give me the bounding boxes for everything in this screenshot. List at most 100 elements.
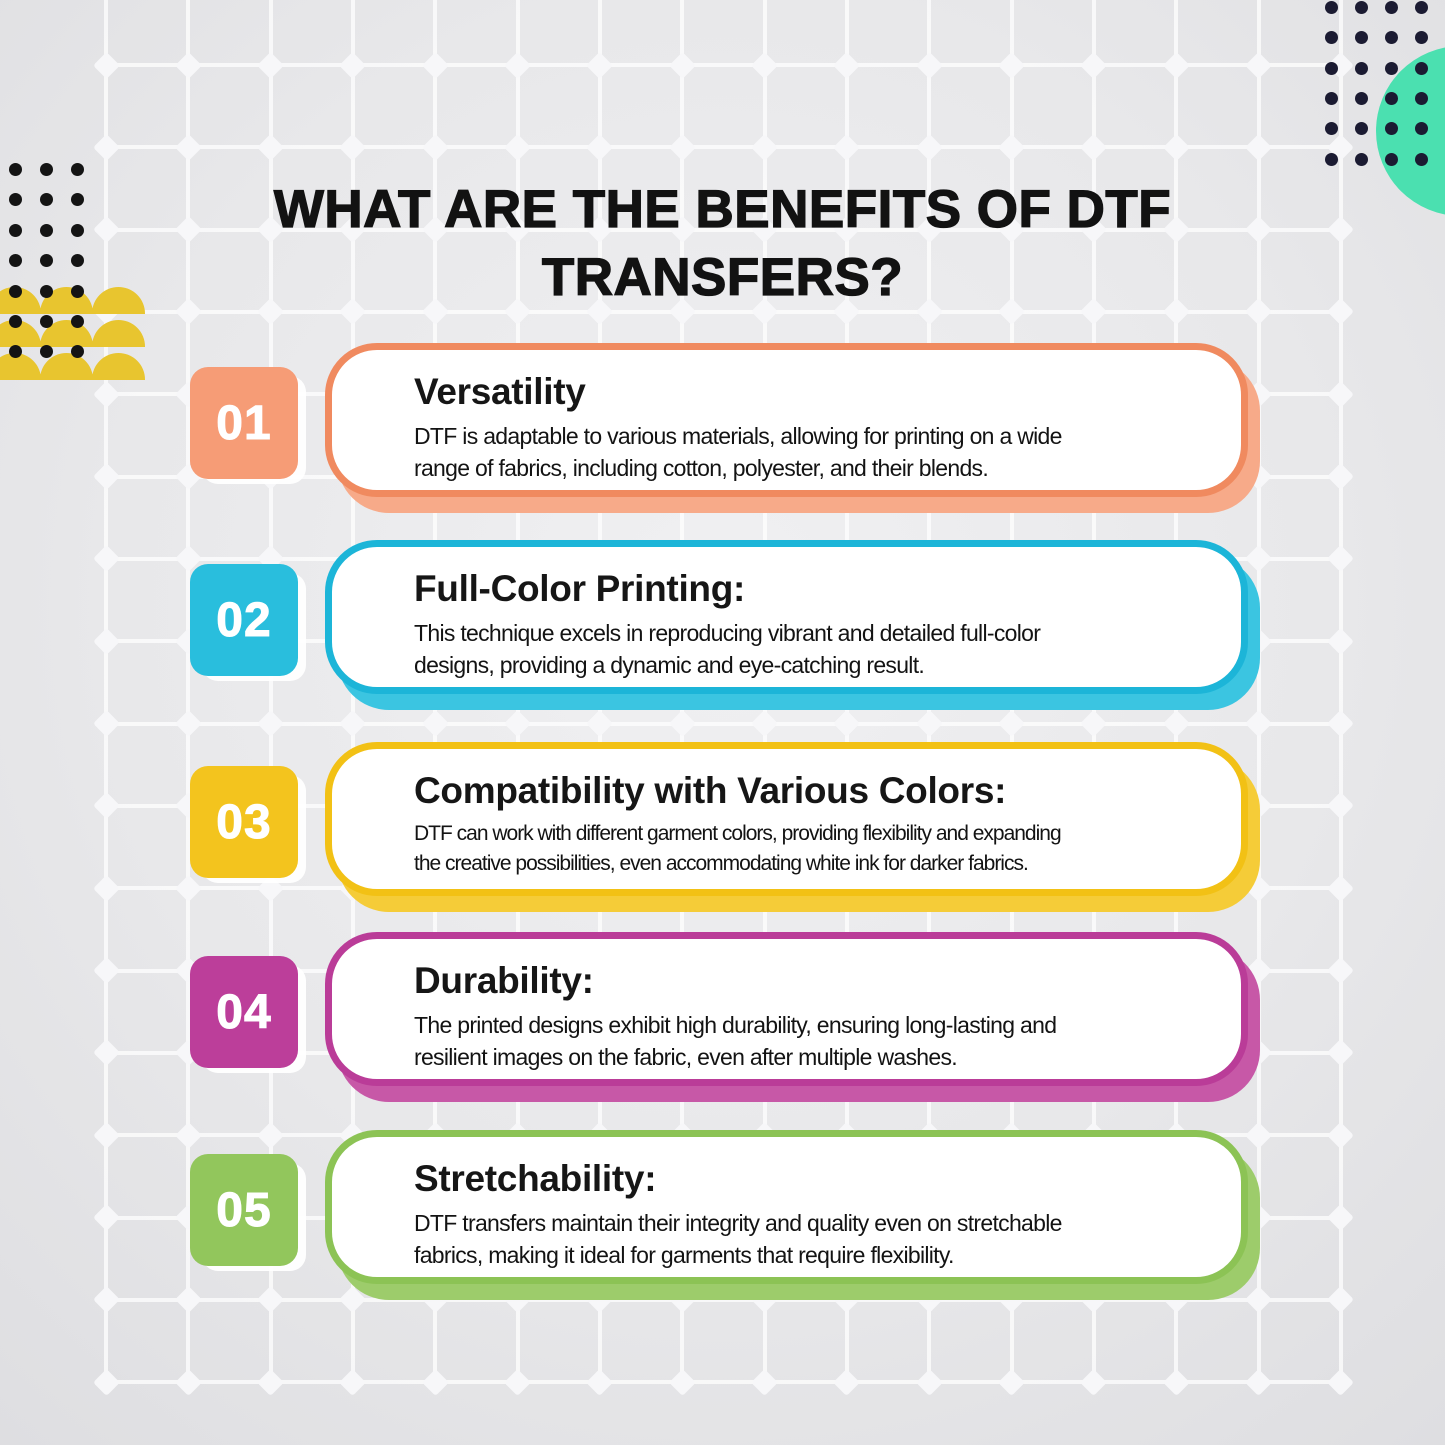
- decorative-dot: [9, 345, 22, 359]
- decorative-dot: [1325, 91, 1338, 105]
- grid-line: [104, 227, 1342, 232]
- grid-diamond: [998, 1286, 1026, 1314]
- decorative-dot: [71, 254, 84, 268]
- grid-diamond: [504, 710, 532, 738]
- grid-line: [1338, 0, 1343, 1384]
- grid-diamond: [257, 133, 285, 161]
- grid-diamond: [1327, 710, 1355, 738]
- decorative-dot: [1385, 1, 1398, 14]
- grid-diamond: [92, 545, 120, 573]
- number-badge-01: 01: [190, 367, 298, 479]
- card-body: DTF is adaptable to various materials, a…: [414, 422, 1062, 482]
- grid-diamond: [1245, 133, 1273, 161]
- grid-line: [104, 1380, 1342, 1385]
- grid-diamond: [1245, 710, 1273, 738]
- grid-diamond: [668, 1286, 696, 1314]
- grid-diamond: [668, 51, 696, 79]
- grid-diamond: [1162, 1368, 1190, 1396]
- grid-diamond: [421, 1368, 449, 1396]
- grid-line: [104, 0, 108, 1384]
- benefit-card-full-color-printing: Full-Color Printing: This technique exce…: [325, 540, 1248, 694]
- grid-diamond: [1327, 380, 1355, 408]
- decorative-dot: [1355, 31, 1368, 45]
- grid-diamond: [915, 51, 943, 79]
- benefit-row-3: 03 Compatibility with Various Colors: DT…: [190, 742, 1262, 896]
- grid-diamond: [504, 51, 532, 79]
- grid-diamond: [586, 1368, 614, 1396]
- grid-diamond: [586, 1286, 614, 1314]
- grid-diamond: [668, 1368, 696, 1396]
- decorative-dot: [71, 163, 84, 176]
- grid-diamond: [92, 792, 120, 820]
- benefit-card-versatility: Versatility DTF is adaptable to various …: [325, 343, 1248, 497]
- grid-diamond: [998, 51, 1026, 79]
- page-title-line-1: WHAT ARE THE BENEFITS OF DTF: [273, 179, 1172, 239]
- grid-diamond: [1327, 1039, 1355, 1067]
- grid-diamond: [1327, 792, 1355, 820]
- decorative-dot: [1355, 152, 1368, 166]
- decorative-dot: [1355, 91, 1368, 105]
- decorative-dot: [9, 284, 22, 298]
- grid-diamond: [1327, 1204, 1355, 1232]
- grid-diamond: [915, 1368, 943, 1396]
- benefit-card-stretchability: Stretchability: DTF transfers maintain t…: [325, 1130, 1248, 1284]
- grid-diamond: [915, 710, 943, 738]
- grid-diamond: [92, 1121, 120, 1149]
- grid-diamond: [586, 51, 614, 79]
- grid-diamond: [751, 51, 779, 79]
- grid-diamond: [751, 1368, 779, 1396]
- grid-diamond: [586, 710, 614, 738]
- card-heading: Full-Color Printing:: [414, 568, 746, 609]
- decorative-dot: [71, 284, 84, 298]
- decorative-dot: [1355, 1, 1368, 14]
- grid-diamond: [1080, 51, 1108, 79]
- grid-diamond: [92, 1368, 120, 1396]
- grid-diamond: [833, 710, 861, 738]
- decorative-dot: [1385, 91, 1398, 105]
- grid-diamond: [92, 380, 120, 408]
- grid-diamond: [751, 133, 779, 161]
- grid-diamond: [421, 133, 449, 161]
- grid-diamond: [1327, 1121, 1355, 1149]
- card-body: The printed designs exhibit high durabil…: [414, 1011, 1057, 1071]
- grid-line: [104, 309, 1342, 314]
- grid-diamond: [833, 51, 861, 79]
- card-body: DTF can work with different garment colo…: [414, 821, 1062, 875]
- grid-diamond: [998, 710, 1026, 738]
- page-title: WHAT ARE THE BENEFITS OF DTF TRANSFERS?: [0, 176, 1445, 314]
- card-heading: Stretchability:: [414, 1158, 657, 1199]
- grid-diamond: [1327, 957, 1355, 985]
- decorative-dot: [71, 223, 84, 237]
- decorative-dot: [9, 223, 22, 237]
- grid-diamond: [998, 133, 1026, 161]
- grid-diamond: [1327, 545, 1355, 573]
- grid-diamond: [751, 710, 779, 738]
- page-title-line-2: TRANSFERS?: [541, 248, 904, 308]
- card-heading: Compatibility with Various Colors:: [414, 770, 1007, 811]
- decorative-dot: [71, 315, 84, 328]
- grid-diamond: [174, 133, 202, 161]
- decorative-dot: [1325, 152, 1338, 166]
- card-heading: Versatility: [414, 371, 586, 412]
- card-heading: Durability:: [414, 960, 594, 1001]
- grid-diamond: [1327, 463, 1355, 491]
- grid-line: [268, 0, 273, 1384]
- decorative-dot: [1415, 152, 1428, 166]
- benefit-card-durability: Durability: The printed designs exhibit …: [325, 932, 1248, 1086]
- grid-diamond: [257, 1286, 285, 1314]
- decorative-dot: [40, 284, 53, 298]
- grid-diamond: [1080, 1286, 1108, 1314]
- grid-diamond: [751, 1286, 779, 1314]
- grid-diamond: [915, 1286, 943, 1314]
- grid-diamond: [1162, 1286, 1190, 1314]
- decorative-dot: [1325, 31, 1338, 45]
- grid-diamond: [833, 1286, 861, 1314]
- decorative-dot: [40, 193, 53, 207]
- grid-diamond: [92, 874, 120, 902]
- grid-diamond: [174, 51, 202, 79]
- decorative-dot: [1325, 61, 1338, 75]
- grid-diamond: [174, 1286, 202, 1314]
- decorative-dot: [1385, 61, 1398, 75]
- grid-line: [104, 1297, 1342, 1302]
